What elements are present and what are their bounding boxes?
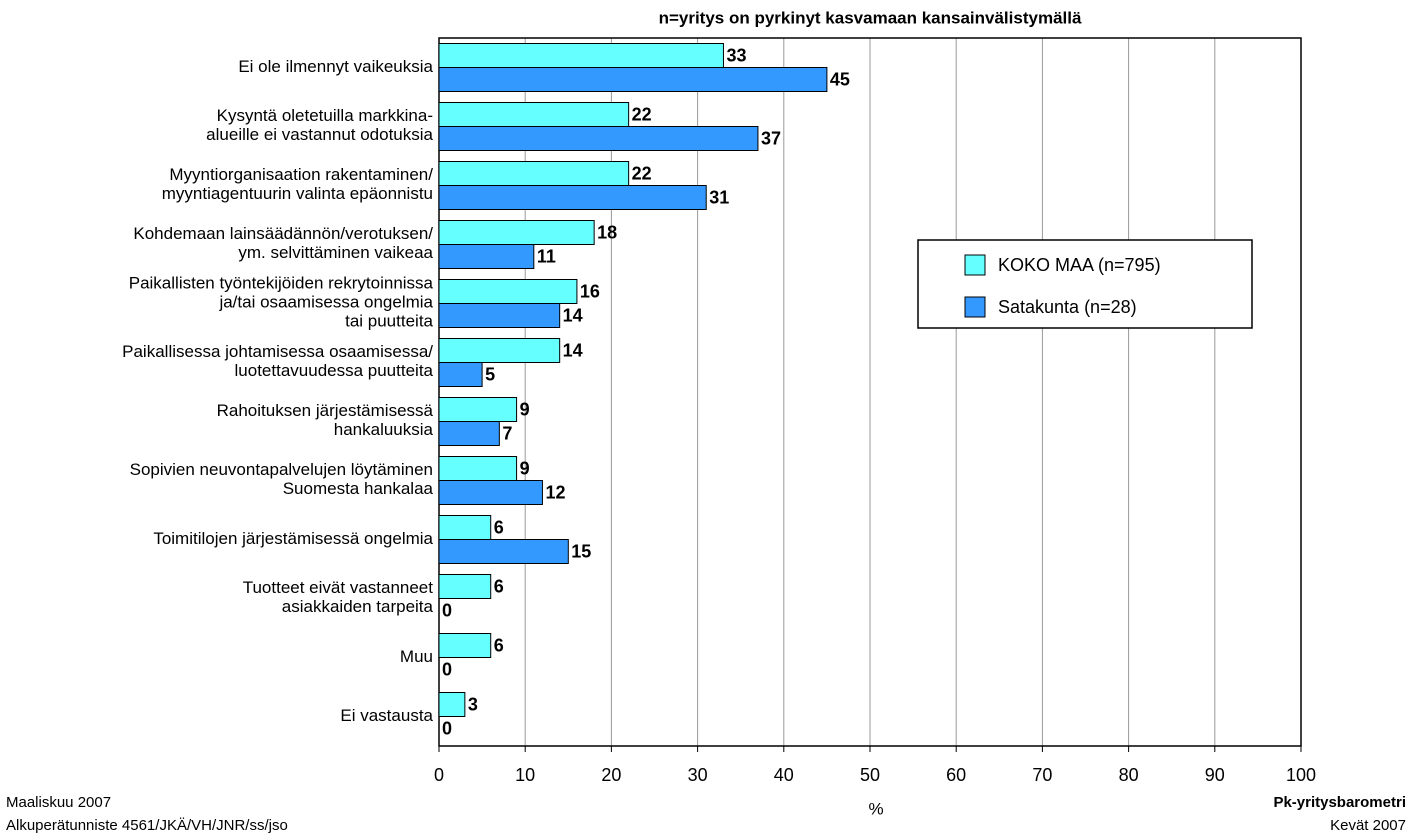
bar [438,480,543,505]
value-label: 5 [485,364,495,384]
value-label: 3 [468,694,478,714]
value-label: 18 [597,222,617,242]
value-label: 7 [502,423,512,443]
category-label: Kysyntä oletetuilla markkina-alueille ei… [206,106,433,144]
x-tick-label: 0 [434,765,444,785]
value-label: 6 [494,576,504,596]
bar [438,303,561,328]
x-tick-label: 10 [515,765,535,785]
legend-swatch [964,254,986,276]
legend-label: Satakunta (n=28) [998,297,1137,317]
value-label: 31 [709,187,729,207]
category-label: Myyntiorganisaation rakentaminen/myyntia… [162,165,433,203]
bar [438,421,500,446]
x-tick-label: 50 [860,765,880,785]
category-label: Ei ole ilmennyt vaikeuksia [238,57,433,76]
value-label: 22 [632,163,652,183]
value-label: 0 [442,600,452,620]
legend-label: KOKO MAA (n=795) [998,255,1161,275]
footer-id: Alkuperätunniste 4561/JKÄ/VH/JNR/ss/jso [6,817,288,834]
value-label: 12 [545,482,565,502]
bar [438,539,569,564]
value-label: 9 [520,399,530,419]
value-label: 14 [563,340,583,360]
footer-date: Maaliskuu 2007 [6,794,111,811]
category-label: Tuotteet eivät vastanneet asiakkaiden tar… [243,578,434,616]
bar [438,574,492,599]
footer-season: Kevät 2007 [1330,817,1406,834]
bar [438,220,595,245]
value-label: 22 [632,104,652,124]
value-label: 45 [830,69,850,89]
x-tick-label: 30 [688,765,708,785]
x-tick-label: 60 [946,765,966,785]
category-label: Ei vastausta [340,706,433,725]
value-label: 33 [726,45,746,65]
x-tick-label: 100 [1286,765,1316,785]
x-tick-label: 70 [1032,765,1052,785]
bar [438,43,724,68]
value-label: 16 [580,281,600,301]
x-tick-label: 40 [774,765,794,785]
chart-title: n=yritys on pyrkinyt kasvamaan kansainvä… [659,8,1082,27]
plot-border [438,37,1302,747]
bar [438,161,630,186]
value-label: 11 [537,246,556,266]
bar [438,338,561,363]
x-tick-label: 20 [601,765,621,785]
bar [438,397,518,422]
category-label: Sopivien neuvontapalvelujen löytäminen Su… [130,460,434,498]
legend-swatch [964,296,986,318]
bar [438,515,492,540]
bar [438,456,518,481]
value-label: 0 [442,718,452,738]
bar [438,185,707,210]
value-label: 14 [563,305,583,325]
category-label: Muu [400,647,433,666]
value-label: 6 [494,517,504,537]
value-label: 6 [494,635,504,655]
value-label: 37 [761,128,781,148]
bar [438,102,630,127]
category-label: Toimitilojen järjestämisessä ongelmia [153,529,433,548]
bar [438,362,483,387]
bar [438,67,828,92]
category-label: Paikallisten työntekijöiden rekrytoinnis… [129,274,434,331]
bar [438,692,466,717]
category-label: Kohdemaan lainsäädännön/verotuksen/ym. s… [133,224,433,262]
bar [438,126,759,151]
bar [438,244,535,269]
x-tick-label: 90 [1205,765,1225,785]
x-tick-label: 80 [1119,765,1139,785]
x-axis-label: % [868,799,883,818]
bar [438,633,492,658]
category-label: Paikallisessa johtamisessa osaamisessa/l… [122,342,433,380]
value-label: 9 [520,458,530,478]
bar [438,279,578,304]
category-label: Rahoituksen järjestämisessä hankaluuksia [217,401,434,439]
footer-source: Pk-yritysbarometri [1273,794,1406,811]
value-label: 15 [571,541,591,561]
value-label: 0 [442,659,452,679]
